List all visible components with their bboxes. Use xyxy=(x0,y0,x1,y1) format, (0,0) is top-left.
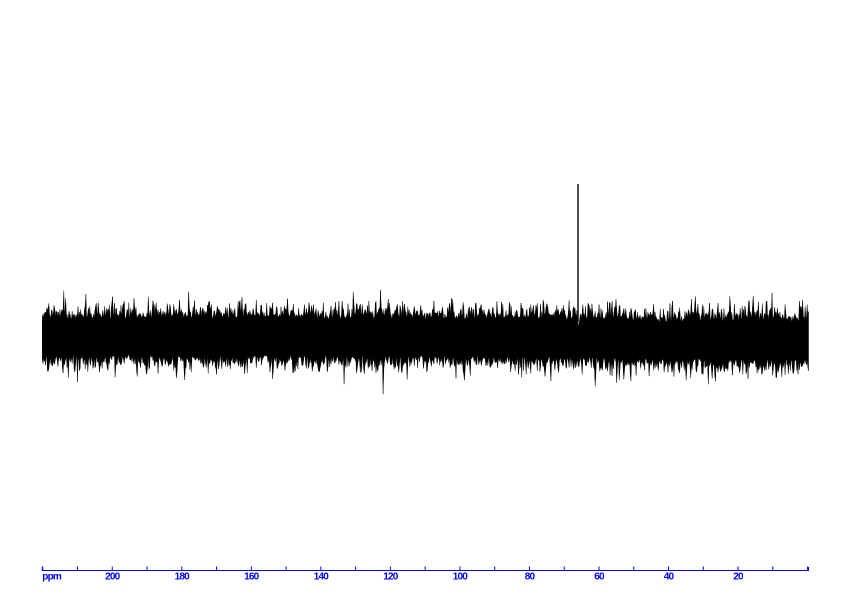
svg-text:140: 140 xyxy=(314,572,330,583)
svg-text:120: 120 xyxy=(383,572,399,583)
svg-text:80: 80 xyxy=(525,572,536,583)
svg-text:20: 20 xyxy=(733,572,744,583)
svg-text:160: 160 xyxy=(244,572,260,583)
svg-text:60: 60 xyxy=(594,572,605,583)
svg-text:ppm: ppm xyxy=(42,572,62,583)
svg-text:180: 180 xyxy=(175,572,191,583)
svg-text:40: 40 xyxy=(664,572,675,583)
svg-text:200: 200 xyxy=(105,572,121,583)
svg-text:100: 100 xyxy=(453,572,469,583)
